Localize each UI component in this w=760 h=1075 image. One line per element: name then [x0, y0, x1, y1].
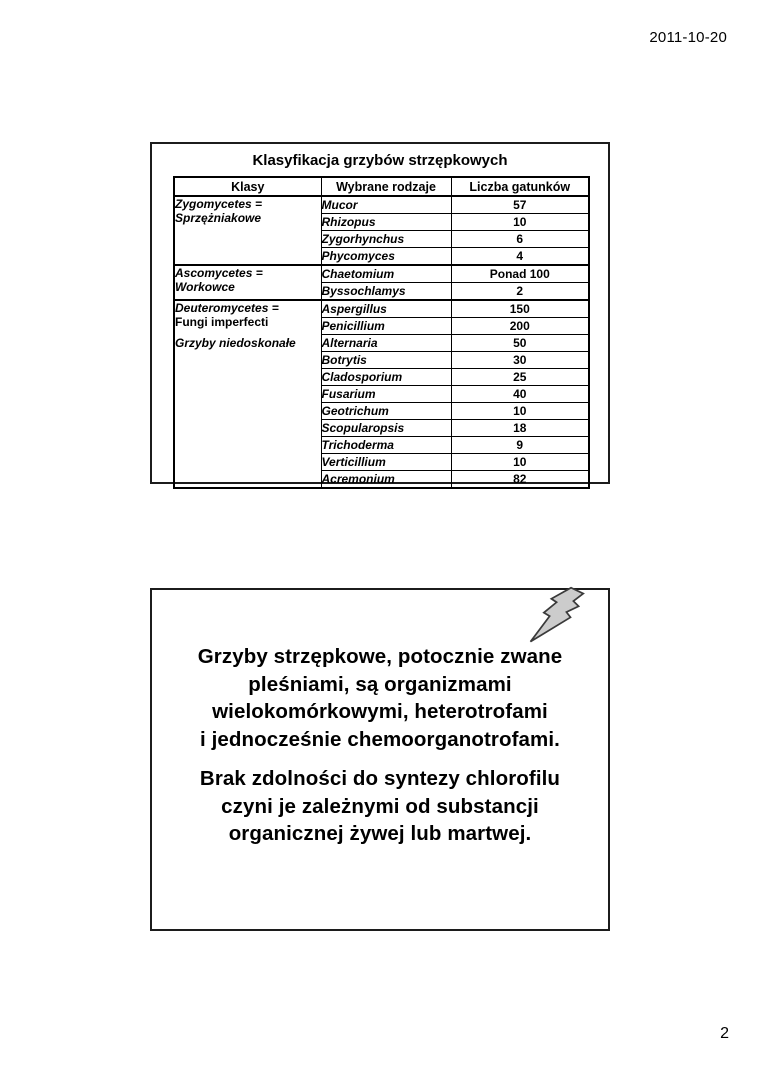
- class-group-label: Zygomycetes =: [175, 197, 263, 211]
- slide-title: Klasyfikacja grzybów strzępkowych: [252, 152, 508, 169]
- text-line: pleśniami, są organizmami: [248, 672, 512, 696]
- table-row: Botrytis 30: [174, 351, 590, 369]
- count-cell: 2: [450, 282, 590, 301]
- count-cell: 25: [450, 368, 590, 386]
- count-cell: 6: [450, 230, 590, 248]
- table-row: Penicillium 200: [174, 317, 590, 335]
- genus-cell: Aspergillus: [320, 299, 452, 318]
- genus-cell: Rhizopus: [320, 213, 452, 231]
- count-cell: 57: [450, 195, 590, 214]
- lightning-icon: [529, 586, 585, 643]
- text-line: i jednocześnie chemoorganotrofami.: [200, 727, 560, 751]
- table-header-row: Klasy Wybrane rodzaje Liczba gatunków: [173, 176, 590, 197]
- table-row: Trichoderma 9: [174, 436, 590, 454]
- column-header-liczba: Liczba gatunków: [450, 176, 590, 197]
- genus-cell: Phycomyces: [320, 247, 452, 266]
- count-cell: 150: [450, 299, 590, 318]
- table-row: Acremonium 82: [174, 470, 590, 489]
- genus-cell: Zygorhynchus: [320, 230, 452, 248]
- genus-cell: Verticillium: [320, 453, 452, 471]
- table-row: Phycomyces 4: [174, 247, 590, 266]
- count-cell: 10: [450, 453, 590, 471]
- count-cell: 50: [450, 334, 590, 352]
- table-row: Verticillium 10: [174, 453, 590, 471]
- genus-cell: Mucor: [320, 195, 452, 214]
- count-cell: 40: [450, 385, 590, 403]
- count-cell: 82: [450, 470, 590, 489]
- text-line: Brak zdolności do syntezy chlorofilu: [199, 767, 561, 790]
- count-cell: 18: [450, 419, 590, 437]
- genus-cell: Alternaria: [320, 334, 452, 352]
- genus-cell: Cladosporium: [320, 368, 452, 386]
- table-row: Geotrichum 10: [174, 402, 590, 420]
- table-row: Ascomycetes = Workowce Chaetomium Ponad …: [173, 264, 590, 301]
- slide-text-block: Grzyby strzępkowe, potocznie zwane pleśn…: [152, 590, 608, 848]
- column-header-rodzaje: Wybrane rodzaje: [320, 176, 452, 197]
- count-cell: 4: [450, 247, 590, 266]
- genus-cell: Botrytis: [320, 351, 452, 369]
- text-line: wielokomórkowymi, heterotrofami: [212, 700, 548, 723]
- table-row: Zygomycetes = Sprzężniakowe Mucor 57: [173, 195, 590, 266]
- paragraph-1: Grzyby strzępkowe, potocznie zwane pleśn…: [152, 643, 608, 753]
- column-header-klasy: Klasy: [173, 176, 322, 197]
- page-date: 2011-10-20: [649, 29, 727, 46]
- genus-cell: Chaetomium: [320, 264, 452, 283]
- table-row: Scopularopsis 18: [174, 419, 590, 437]
- count-cell: Ponad 100: [450, 264, 590, 283]
- count-cell: 30: [450, 351, 590, 369]
- genus-cell: Scopularopsis: [320, 419, 452, 437]
- class-group-label: Sprzężniakowe: [175, 211, 262, 225]
- class-group-deuteromycetes: Deuteromycetes = Fungi imperfecti Grzyby…: [173, 299, 322, 489]
- genus-cell: Byssochlamys: [320, 282, 452, 301]
- count-cell: 10: [450, 402, 590, 420]
- count-cell: 200: [450, 317, 590, 335]
- classification-table: Klasy Wybrane rodzaje Liczba gatunków Zy…: [173, 176, 590, 489]
- slide-description: Grzyby strzępkowe, potocznie zwane pleśn…: [150, 586, 610, 931]
- class-group-zygomycetes: Zygomycetes = Sprzężniakowe: [173, 195, 322, 266]
- text-line: Grzyby strzępkowe, potocznie zwane: [197, 645, 563, 668]
- class-group-label: Fungi imperfecti: [175, 315, 269, 329]
- page-number: 2: [720, 1025, 729, 1042]
- text-line: czyni je zależnymi od substancji: [221, 794, 539, 818]
- paragraph-2: Brak zdolności do syntezy chlorofilu czy…: [152, 765, 608, 848]
- table-row: Deuteromycetes = Fungi imperfecti Grzyby…: [173, 299, 590, 489]
- genus-cell: Acremonium: [320, 470, 452, 489]
- table-row: Zygorhynchus 6: [174, 230, 590, 248]
- genus-cell: Penicillium: [320, 317, 452, 335]
- class-group-label: Ascomycetes =: [175, 266, 263, 280]
- genus-cell: Trichoderma: [320, 436, 452, 454]
- count-cell: 10: [450, 213, 590, 231]
- class-group-label: Deuteromycetes =: [175, 301, 279, 315]
- genus-cell: Geotrichum: [320, 402, 452, 420]
- count-cell: 9: [450, 436, 590, 454]
- class-group-label: Workowce: [175, 280, 235, 294]
- genus-cell: Fusarium: [320, 385, 452, 403]
- class-group-ascomycetes: Ascomycetes = Workowce: [173, 264, 322, 301]
- class-group-label: Grzyby niedoskonałe: [175, 336, 296, 350]
- slide-classification: Klasyfikacja grzybów strzępkowych Klasy …: [150, 142, 610, 489]
- text-line: organicznej żywej lub martwej.: [228, 822, 532, 845]
